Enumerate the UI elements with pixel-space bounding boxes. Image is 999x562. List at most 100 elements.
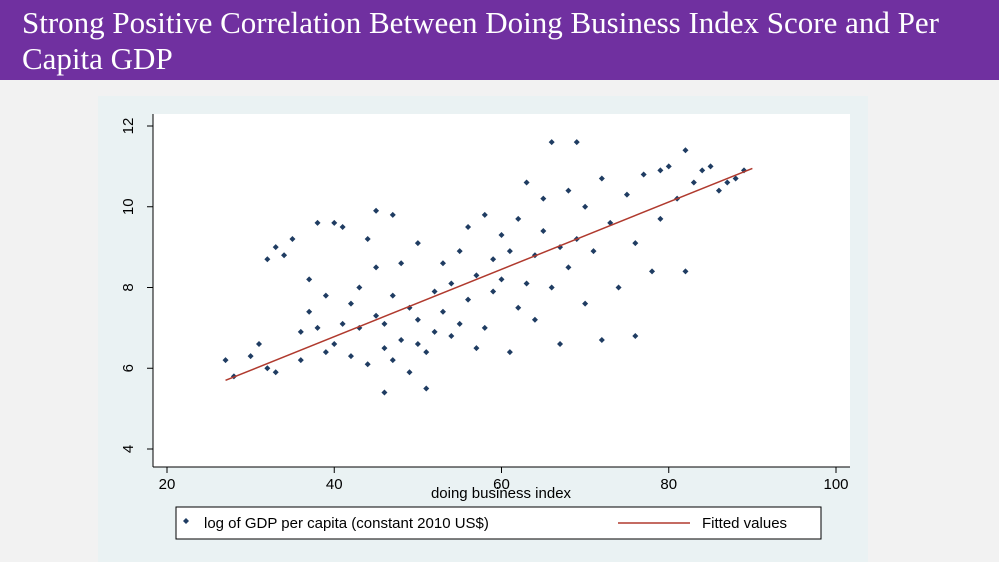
scatter-point <box>690 179 697 186</box>
scatter-point <box>398 336 405 343</box>
scatter-point <box>456 320 463 327</box>
scatter-point <box>657 215 664 222</box>
scatter-point <box>565 187 572 194</box>
scatter-point <box>741 167 748 174</box>
scatter-point <box>615 284 622 291</box>
scatter-point <box>373 264 380 271</box>
legend-series-1-label: log of GDP per capita (constant 2010 US$… <box>204 515 489 532</box>
scatter-point <box>306 276 313 283</box>
x-tick-label: 100 <box>823 476 848 493</box>
scatter-point <box>306 308 313 315</box>
scatter-point <box>490 256 497 263</box>
scatter-point <box>590 248 597 255</box>
scatter-point <box>322 349 329 356</box>
scatter-point <box>431 328 438 335</box>
scatter-point <box>264 256 271 263</box>
scatter-point <box>481 211 488 218</box>
scatter-point <box>414 240 421 247</box>
scatter-point <box>448 280 455 287</box>
y-tick-label: 10 <box>120 198 137 215</box>
scatter-point <box>389 357 396 364</box>
scatter-point <box>473 272 480 279</box>
scatter-point <box>582 300 589 307</box>
scatter-point <box>414 341 421 348</box>
scatter-point <box>682 268 689 275</box>
scatter-point <box>339 320 346 327</box>
legend-series-2-label: Fitted values <box>702 515 787 532</box>
scatter-point <box>222 357 229 364</box>
scatter-point <box>473 345 480 352</box>
y-tick-label: 6 <box>120 364 137 372</box>
y-tick-label: 4 <box>120 445 137 453</box>
scatter-point <box>573 139 580 146</box>
scatter-point <box>297 328 304 335</box>
scatter-point <box>632 240 639 247</box>
scatter-point <box>414 316 421 323</box>
scatter-point <box>557 341 564 348</box>
scatter-point <box>314 324 321 331</box>
plot-area <box>153 114 850 467</box>
scatter-point <box>515 215 522 222</box>
y-tick-label: 12 <box>120 118 137 135</box>
scatter-point <box>247 353 254 360</box>
legend: log of GDP per capita (constant 2010 US$… <box>175 506 822 540</box>
scatter-point <box>373 207 380 214</box>
scatter-point <box>565 264 572 271</box>
scatter-point <box>389 211 396 218</box>
scatter-point <box>264 365 271 372</box>
scatter-point <box>423 349 430 356</box>
scatter-point <box>707 163 714 170</box>
scatter-point <box>381 389 388 396</box>
scatter-point <box>540 227 547 234</box>
scatter-point <box>498 276 505 283</box>
scatter-point <box>465 223 472 230</box>
scatter-point <box>490 288 497 295</box>
scatter-point <box>439 260 446 267</box>
x-tick-label: 80 <box>660 476 677 493</box>
slide-title: Strong Positive Correlation Between Doin… <box>22 5 939 76</box>
scatter-point <box>598 336 605 343</box>
scatter-point <box>649 268 656 275</box>
scatter-point <box>381 320 388 327</box>
scatter-point <box>431 288 438 295</box>
scatter-point <box>347 300 354 307</box>
scatter-point <box>297 357 304 364</box>
scatter-point <box>657 167 664 174</box>
x-tick-label: 60 <box>493 476 510 493</box>
scatter-point <box>665 163 672 170</box>
scatter-point <box>506 248 513 255</box>
title-bar: Strong Positive Correlation Between Doin… <box>0 0 999 80</box>
scatter-point <box>523 179 530 186</box>
scatter-point <box>322 292 329 299</box>
scatter-point <box>314 219 321 226</box>
scatter-point <box>582 203 589 210</box>
scatter-point <box>498 232 505 239</box>
scatter-point <box>272 244 279 251</box>
scatter-point <box>448 332 455 339</box>
scatter-point <box>331 219 338 226</box>
fitted-values-line <box>225 167 753 382</box>
scatter-point <box>339 223 346 230</box>
scatter-point <box>515 304 522 311</box>
scatter-point <box>347 353 354 360</box>
scatter-point <box>406 369 413 376</box>
scatter-point <box>699 167 706 174</box>
scatter-point <box>356 284 363 291</box>
legend-box <box>175 506 822 540</box>
scatter-point <box>281 252 288 259</box>
scatter-point <box>439 308 446 315</box>
scatter-point <box>732 175 739 182</box>
scatter-point <box>389 292 396 299</box>
scatter-point <box>548 284 555 291</box>
scatter-point <box>373 312 380 319</box>
x-tick-label: 40 <box>326 476 343 493</box>
scatter-point <box>623 191 630 198</box>
legend-marker-diamond <box>183 518 189 524</box>
scatter-point <box>456 248 463 255</box>
scatter-point <box>531 316 538 323</box>
scatter-point <box>423 385 430 392</box>
chart-panel: 20 40 60 80 100 4 6 8 10 12 doing business index … <box>98 96 868 562</box>
scatter-point <box>381 345 388 352</box>
scatter-point <box>398 260 405 267</box>
